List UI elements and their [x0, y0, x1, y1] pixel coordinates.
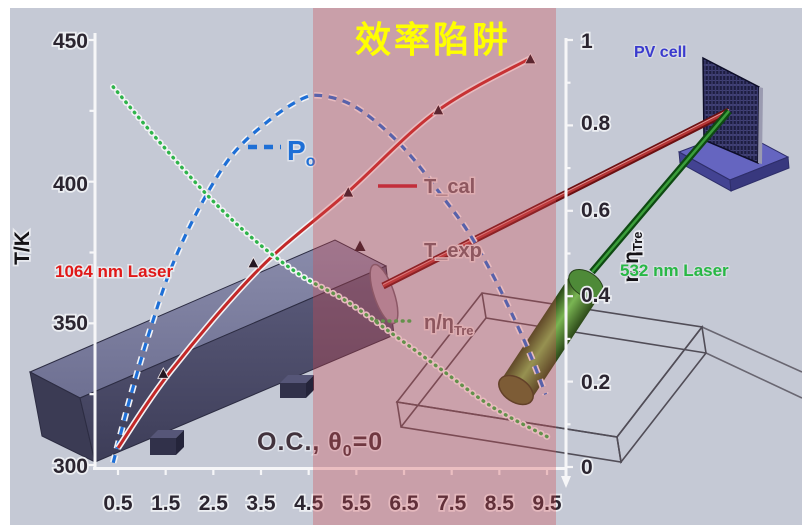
- curve-T_cal: [116, 55, 534, 449]
- t-exp-marker: [247, 256, 260, 269]
- right-axis-arrow: [561, 476, 571, 488]
- axis-ticks: [87, 38, 573, 475]
- left-tick-450: 450: [53, 30, 88, 53]
- pv-cell-label: PV cell: [634, 44, 686, 61]
- left-axis-title: T/K: [11, 231, 34, 265]
- legend-eta: η/ηTre: [374, 311, 475, 340]
- left-tick-400: 400: [53, 173, 88, 196]
- x-tick-label: 0.5: [103, 492, 133, 515]
- legend-po-label: Po: [287, 135, 316, 170]
- cavity-condition-label: O.C., θ0=0: [257, 428, 383, 460]
- legend-texp-marker: [354, 240, 366, 251]
- t-exp-marker: [342, 185, 355, 198]
- x-tick-label: 5.5: [342, 492, 372, 515]
- right-axis-tick-labels: 1 0.8 0.6 0.4 0.2 0: [579, 28, 612, 481]
- right-axis-title-main: η/η: [620, 251, 643, 283]
- left-axis-tick-labels: 450 400 350 300: [51, 28, 90, 480]
- red-beam-1064nm: [381, 107, 731, 290]
- laser-box-foot: [280, 375, 314, 398]
- right-tick-04: 0.4: [581, 284, 611, 307]
- t-exp-marker: [157, 366, 170, 379]
- x-axis-tick-labels: 0.5 1.5 2.5 3.5 4.5 5.5 6.5 7.5 8.5 9.5: [102, 490, 564, 517]
- legend-tcal: T_cal: [378, 175, 477, 200]
- laser-box-foot: [150, 430, 184, 455]
- x-tick-label: 2.5: [199, 492, 229, 515]
- x-tick-label: 3.5: [246, 492, 276, 515]
- x-tick-label: 4.5: [294, 492, 324, 515]
- t-exp-marker: [432, 103, 445, 116]
- curve-P_o: [111, 93, 548, 464]
- legend-po: Po: [248, 134, 317, 172]
- laser-output-aperture: [369, 263, 399, 325]
- x-tick-label: 9.5: [532, 492, 562, 515]
- right-axis-title-sub: Tre: [630, 231, 645, 251]
- left-tick-300: 300: [53, 455, 88, 478]
- chart-title: 效率陷阱: [355, 19, 511, 60]
- x-tick-label: 7.5: [437, 492, 467, 515]
- laser-1064-box: [28, 239, 399, 463]
- pv-panel-edge: [758, 87, 763, 164]
- axes: [93, 33, 568, 478]
- right-tick-06: 0.6: [581, 199, 610, 222]
- right-tick-1: 1: [581, 30, 593, 53]
- legend-texp-label: T_exp: [424, 240, 482, 262]
- x-tick-label: 8.5: [485, 492, 515, 515]
- efficiency-trap-region: [313, 8, 556, 525]
- t-exp-marker: [524, 52, 537, 65]
- laser-532-label: 532 nm Laser: [620, 261, 729, 280]
- green-beam-532nm: [589, 108, 732, 275]
- x-tick-label: 6.5: [389, 492, 419, 515]
- left-tick-350: 350: [53, 312, 88, 335]
- curve-η/η_Tre: [111, 85, 550, 439]
- right-tick-0: 0: [581, 456, 593, 479]
- right-tick-08: 0.8: [581, 112, 611, 135]
- right-axis-title: η/ηTre: [620, 231, 645, 282]
- laser-1064-label: 1064 nm Laser: [55, 262, 174, 281]
- right-tick-02: 0.2: [581, 371, 610, 394]
- legend-eta-label: η/ηTre: [424, 312, 474, 338]
- legend-texp: T_exp: [354, 239, 483, 264]
- laser-532-cylinder: [498, 269, 604, 406]
- x-tick-label: 1.5: [151, 492, 181, 515]
- chart-curves: [109, 52, 552, 464]
- legend-tcal-label: T_cal: [424, 176, 475, 198]
